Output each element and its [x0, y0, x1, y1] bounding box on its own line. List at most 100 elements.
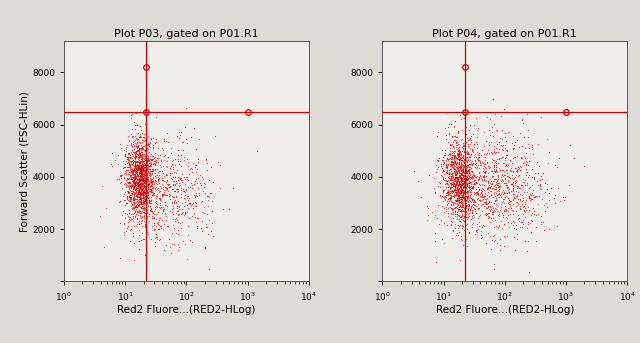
Point	[443, 211, 453, 216]
Point	[491, 185, 501, 190]
Point	[124, 179, 134, 185]
Point	[182, 175, 192, 180]
Point	[129, 158, 139, 164]
Point	[468, 141, 479, 146]
Point	[124, 213, 134, 219]
Point	[131, 153, 141, 158]
Point	[151, 212, 161, 217]
Point	[444, 157, 454, 162]
Point	[498, 212, 508, 217]
Point	[169, 170, 179, 175]
Point	[142, 185, 152, 190]
Point	[138, 200, 148, 206]
Point	[481, 174, 491, 179]
Point	[487, 151, 497, 156]
Point	[142, 180, 152, 185]
Point	[454, 214, 465, 220]
Point	[453, 154, 463, 159]
Point	[133, 181, 143, 187]
Point	[193, 159, 203, 165]
Point	[132, 171, 142, 177]
Point	[137, 202, 147, 207]
Point	[534, 178, 545, 183]
Point	[496, 218, 506, 224]
Point	[460, 140, 470, 145]
Point	[470, 208, 480, 213]
Point	[136, 156, 147, 161]
Point	[449, 176, 459, 181]
Point	[512, 138, 522, 143]
Point	[134, 182, 145, 188]
Point	[454, 186, 464, 191]
Point	[180, 187, 191, 193]
Point	[141, 175, 152, 181]
Point	[451, 172, 461, 177]
Point	[430, 238, 440, 244]
Point	[482, 193, 492, 198]
Point	[454, 187, 464, 192]
Point	[449, 125, 459, 130]
Point	[129, 171, 140, 177]
Point	[451, 172, 461, 178]
Point	[132, 173, 142, 178]
Point	[137, 180, 147, 185]
Point	[138, 152, 148, 157]
Point	[148, 158, 159, 163]
Point	[144, 218, 154, 223]
Point	[137, 166, 147, 172]
Point	[135, 183, 145, 188]
Point	[456, 189, 466, 195]
Point	[454, 162, 465, 167]
Point	[441, 133, 451, 138]
Point	[129, 186, 139, 191]
Point	[458, 185, 468, 190]
Point	[490, 205, 500, 211]
Point	[516, 192, 527, 198]
Point	[458, 180, 468, 186]
Point	[154, 189, 164, 194]
Point	[524, 194, 534, 200]
Point	[129, 142, 139, 148]
Point	[133, 159, 143, 165]
Point	[445, 162, 456, 167]
Point	[457, 157, 467, 163]
Point	[451, 181, 461, 186]
Point	[496, 142, 506, 147]
Point	[436, 147, 447, 153]
Point	[461, 162, 472, 168]
Point	[449, 159, 459, 164]
Point	[536, 176, 547, 181]
Point	[463, 149, 474, 154]
Point	[480, 164, 490, 169]
Point	[452, 211, 463, 216]
Point	[132, 194, 142, 200]
Point	[159, 192, 170, 197]
Point	[138, 177, 148, 182]
Point	[134, 157, 144, 163]
Point	[451, 180, 461, 186]
Point	[202, 225, 212, 230]
Point	[467, 162, 477, 168]
Point	[456, 184, 466, 189]
Point	[497, 146, 508, 151]
Point	[141, 168, 152, 173]
Point	[463, 181, 474, 186]
Point	[449, 187, 460, 193]
Point	[448, 177, 458, 182]
Point	[125, 154, 135, 160]
Point	[498, 278, 508, 284]
Point	[456, 178, 466, 184]
Point	[471, 165, 481, 170]
Point	[456, 157, 466, 163]
Point	[449, 145, 460, 151]
Point	[513, 202, 523, 207]
Point	[213, 160, 223, 165]
Point	[449, 205, 460, 211]
Point	[146, 177, 156, 183]
Point	[136, 166, 147, 172]
Point	[451, 175, 461, 180]
Point	[188, 169, 198, 175]
Point	[115, 198, 125, 204]
Point	[467, 181, 477, 187]
Point	[479, 172, 490, 178]
